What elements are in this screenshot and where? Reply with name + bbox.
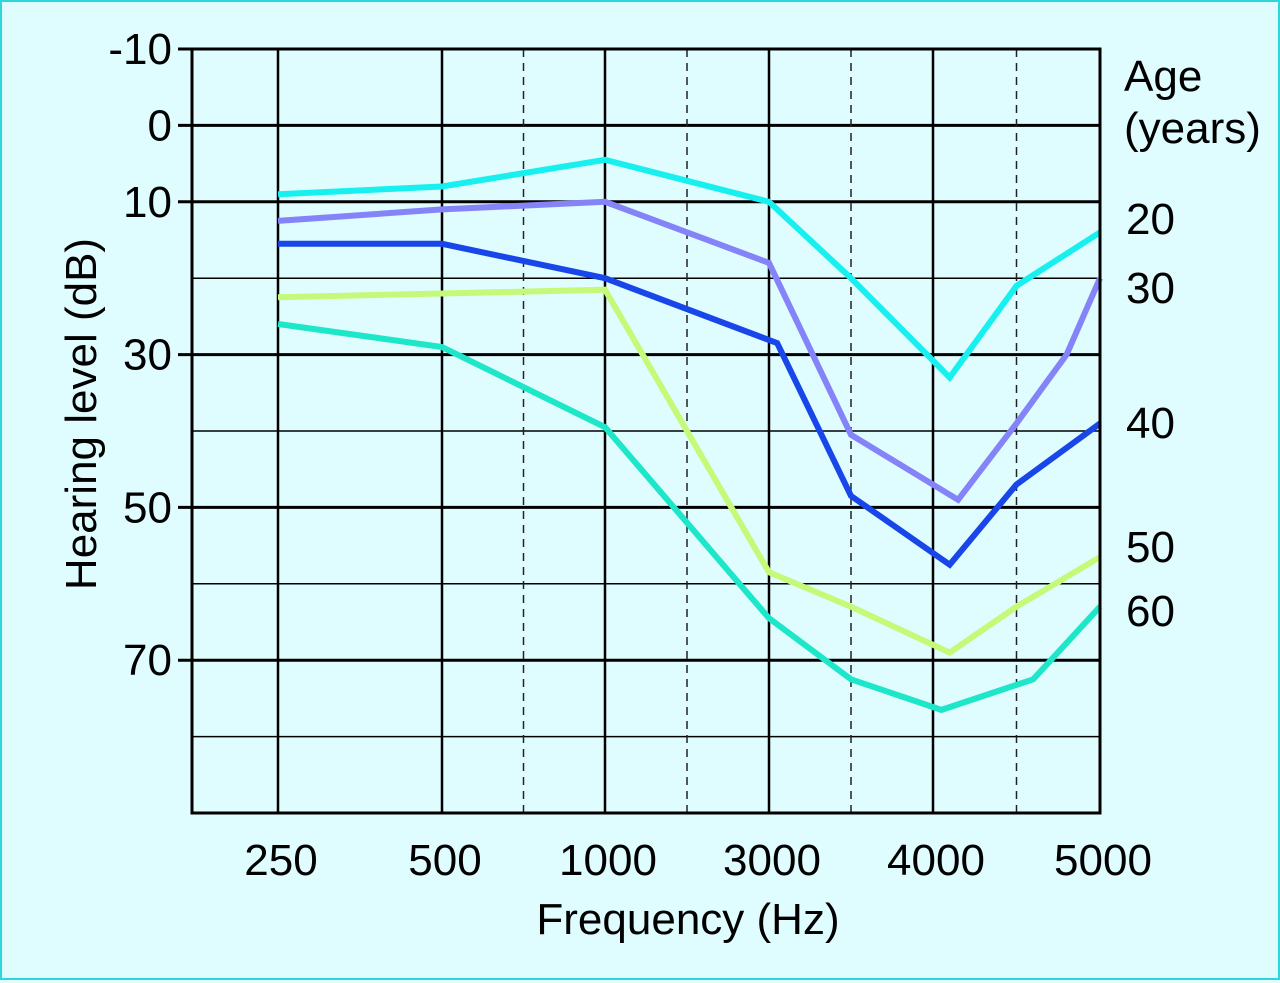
series-label-age-50: 50 [1126,523,1175,572]
y-tick-label: -10 [108,25,172,74]
series-labels: 20 30 40 50 60 [1126,195,1175,636]
series-line-age-20 [277,156,1102,383]
series-label-age-60: 60 [1126,587,1175,636]
y-tick-label: 30 [123,331,172,380]
x-axis-title: Frequency (Hz) [536,895,839,944]
x-tick-label: 1000 [559,836,657,885]
series-line-age-30 [277,198,1103,504]
series-label-age-20: 20 [1126,195,1175,244]
y-tick-label: 50 [123,483,172,532]
x-tick-label: 500 [408,836,481,885]
x-tick-label: 4000 [887,836,985,885]
series-lines [277,156,1103,714]
series-label-age-30: 30 [1126,264,1175,313]
grid [178,47,1100,814]
y-tick-label: 70 [123,636,172,685]
series-line-age-60 [277,321,1103,714]
y-axis-title: Hearing level (dB) [57,238,106,590]
series-label-age-40: 40 [1126,399,1175,448]
x-tick-label: 3000 [723,836,821,885]
y-tick-label: 10 [123,178,172,227]
y-tick-labels: -10 0 10 30 50 70 [108,25,172,685]
legend-title-years: (years) [1124,104,1261,153]
legend-title-age: Age [1124,52,1202,101]
y-tick-label: 0 [148,101,172,150]
plot-border [190,47,1102,815]
x-tick-label: 5000 [1054,836,1152,885]
x-tick-labels: 250 500 1000 3000 4000 5000 [244,836,1152,885]
x-tick-label: 250 [244,836,317,885]
series-line-age-50 [277,286,1102,657]
series-line-age-40 [278,240,1102,569]
